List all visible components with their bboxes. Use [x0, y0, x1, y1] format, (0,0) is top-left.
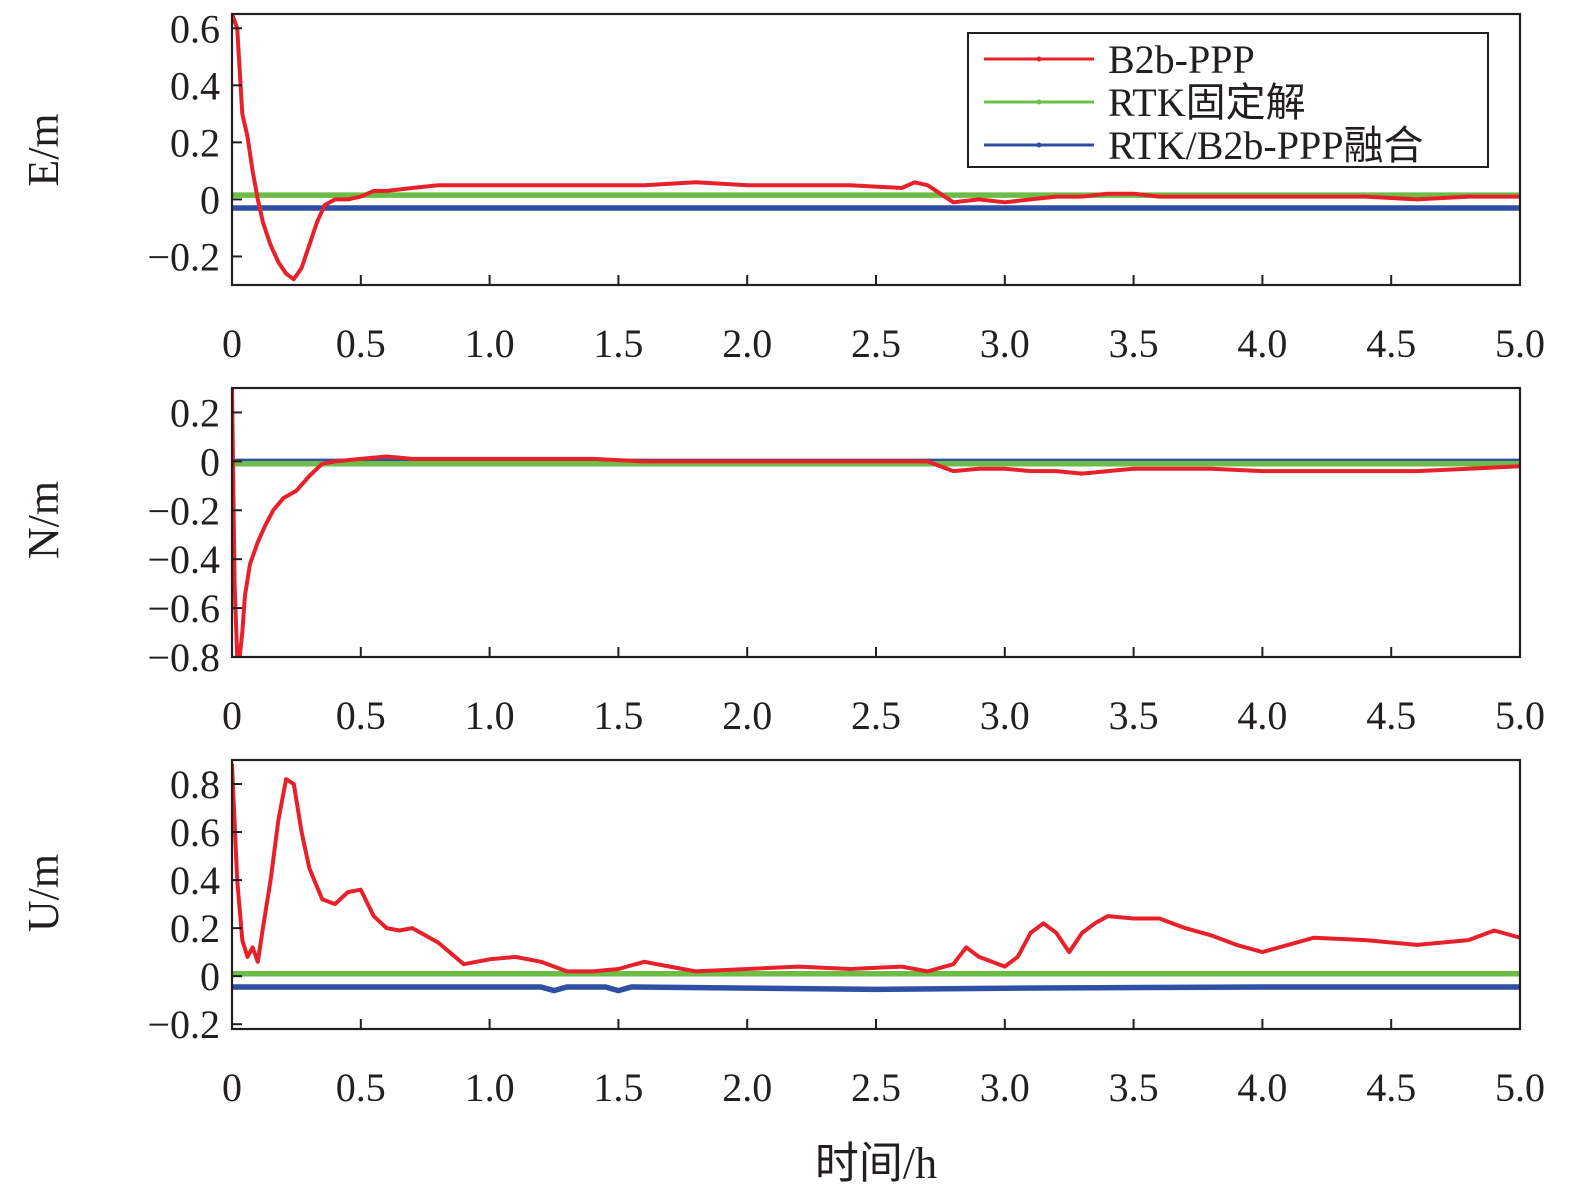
- y-tick-label: −0.6: [147, 586, 220, 631]
- legend-marker: [1036, 99, 1042, 105]
- x-tick-label: 4.0: [1237, 1065, 1287, 1110]
- x-tick-label: 2.5: [851, 321, 901, 366]
- series-line-1: [232, 14, 1520, 282]
- x-tick-label: 0: [222, 693, 242, 738]
- y-tick-label: 0.2: [170, 120, 220, 165]
- x-tick-label: 1.0: [465, 321, 515, 366]
- y-tick-label: −0.8: [147, 635, 220, 680]
- x-tick-label: 1.5: [593, 1065, 643, 1110]
- y-tick-label: 0.6: [170, 810, 220, 855]
- x-tick-label: 3.0: [980, 693, 1030, 738]
- y-axis-title: U/m: [19, 854, 68, 932]
- x-tick-label: 1.0: [465, 693, 515, 738]
- x-tick-label: 5.0: [1495, 321, 1545, 366]
- y-axis-title: N/m: [19, 481, 68, 559]
- x-axis-title: 时间/h: [815, 1139, 937, 1188]
- y-tick-label: 0.4: [170, 63, 220, 108]
- series-line-3: [232, 984, 1520, 994]
- series-line-1: [232, 762, 1520, 974]
- legend-entry: RTK固定解: [1108, 80, 1306, 125]
- y-tick-label: 0: [200, 439, 220, 484]
- y-tick-label: 0.4: [170, 858, 220, 903]
- legend-entry: RTK/B2b-PPP融合: [1108, 123, 1423, 168]
- y-tick-label: 0.6: [170, 6, 220, 51]
- x-tick-label: 4.5: [1366, 1065, 1416, 1110]
- x-tick-label: 2.5: [851, 693, 901, 738]
- y-tick-label: 0.2: [170, 906, 220, 951]
- chart-panel-3: 0 0.5 1.0 1.5 2.0 2.5 3.0 3.5 4.0 4.5 5.0 0.80.60.4…: [19, 758, 1545, 1188]
- x-tick-label: 2.0: [722, 321, 772, 366]
- x-tick-label: 0: [222, 321, 242, 366]
- y-tick-label: 0: [200, 954, 220, 999]
- x-tick-label: 1.5: [593, 693, 643, 738]
- chart-panel-2: 0 0.5 1.0 1.5 2.0 2.5 3.0 3.5 4.0 4.5 5.00.20−0.2−…: [19, 386, 1545, 738]
- x-tick-label: 2.5: [851, 1065, 901, 1110]
- x-tick-label: 2.0: [722, 1065, 772, 1110]
- chart-panel-1: 0 0.5 1.0 1.5 2.0 2.5 3.0 3.5 4.0 4.5 5.0 0.6 0.4 0.2…: [19, 6, 1545, 366]
- x-tick-label: 3.5: [1109, 693, 1159, 738]
- x-tick-label: 3.0: [980, 1065, 1030, 1110]
- x-tick-label: 5.0: [1495, 693, 1545, 738]
- y-tick-label: 0.8: [170, 762, 220, 807]
- x-tick-label: 1.5: [593, 321, 643, 366]
- x-tick-label: 2.0: [722, 693, 772, 738]
- legend-marker: [1036, 56, 1042, 62]
- x-tick-label: 0.5: [336, 321, 386, 366]
- y-tick-label: −0.2: [147, 1002, 220, 1047]
- series-line-1: [232, 388, 1520, 657]
- x-tick-label: 0.5: [336, 1065, 386, 1110]
- legend-marker: [1036, 142, 1042, 148]
- x-tick-label: 4.0: [1237, 321, 1287, 366]
- y-tick-label: 0.2: [170, 390, 220, 435]
- x-tick-label: 0.5: [336, 693, 386, 738]
- x-tick-label: 5.0: [1495, 1065, 1545, 1110]
- y-axis-title: E/m: [19, 113, 68, 186]
- x-tick-label: 4.5: [1366, 321, 1416, 366]
- y-tick-label: −0.2: [147, 234, 220, 279]
- x-tick-label: 4.5: [1366, 693, 1416, 738]
- y-tick-label: −0.4: [147, 537, 220, 582]
- x-tick-label: 4.0: [1237, 693, 1287, 738]
- x-tick-label: 3.5: [1109, 1065, 1159, 1110]
- plot-frame: [230, 386, 1522, 659]
- x-tick-label: 1.0: [465, 1065, 515, 1110]
- x-tick-label: 0: [222, 1065, 242, 1110]
- y-tick-label: 0: [200, 177, 220, 222]
- legend-entry: B2b-PPP: [1108, 37, 1255, 82]
- x-tick-label: 3.0: [980, 321, 1030, 366]
- x-tick-label: 3.5: [1109, 321, 1159, 366]
- y-tick-label: −0.2: [147, 488, 220, 533]
